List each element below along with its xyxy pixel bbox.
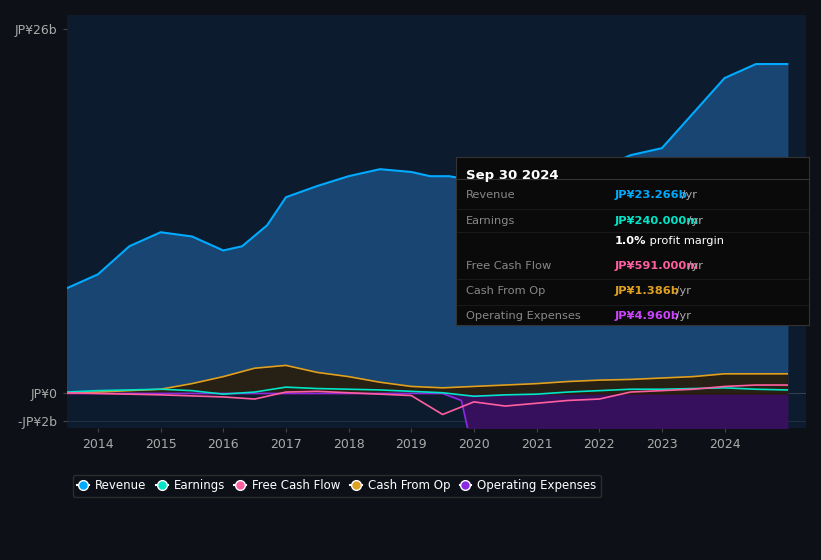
Text: JP¥23.266b: JP¥23.266b	[615, 190, 687, 200]
Text: /yr: /yr	[678, 190, 697, 200]
Text: /yr: /yr	[672, 286, 690, 296]
Text: Sep 30 2024: Sep 30 2024	[466, 169, 559, 181]
Text: Earnings: Earnings	[466, 216, 516, 226]
Text: JP¥240.000m: JP¥240.000m	[615, 216, 699, 226]
Text: Cash From Op: Cash From Op	[466, 286, 546, 296]
Text: profit margin: profit margin	[646, 236, 724, 246]
Text: JP¥1.386b: JP¥1.386b	[615, 286, 680, 296]
Text: 1.0%: 1.0%	[615, 236, 646, 246]
Text: JP¥591.000m: JP¥591.000m	[615, 261, 699, 271]
Text: /yr: /yr	[685, 261, 704, 271]
Text: /yr: /yr	[685, 216, 704, 226]
Text: /yr: /yr	[672, 311, 690, 321]
Legend: Revenue, Earnings, Free Cash Flow, Cash From Op, Operating Expenses: Revenue, Earnings, Free Cash Flow, Cash …	[72, 474, 601, 497]
Text: Revenue: Revenue	[466, 190, 516, 200]
Text: Operating Expenses: Operating Expenses	[466, 311, 581, 321]
Text: JP¥4.960b: JP¥4.960b	[615, 311, 680, 321]
Text: Free Cash Flow: Free Cash Flow	[466, 261, 552, 271]
